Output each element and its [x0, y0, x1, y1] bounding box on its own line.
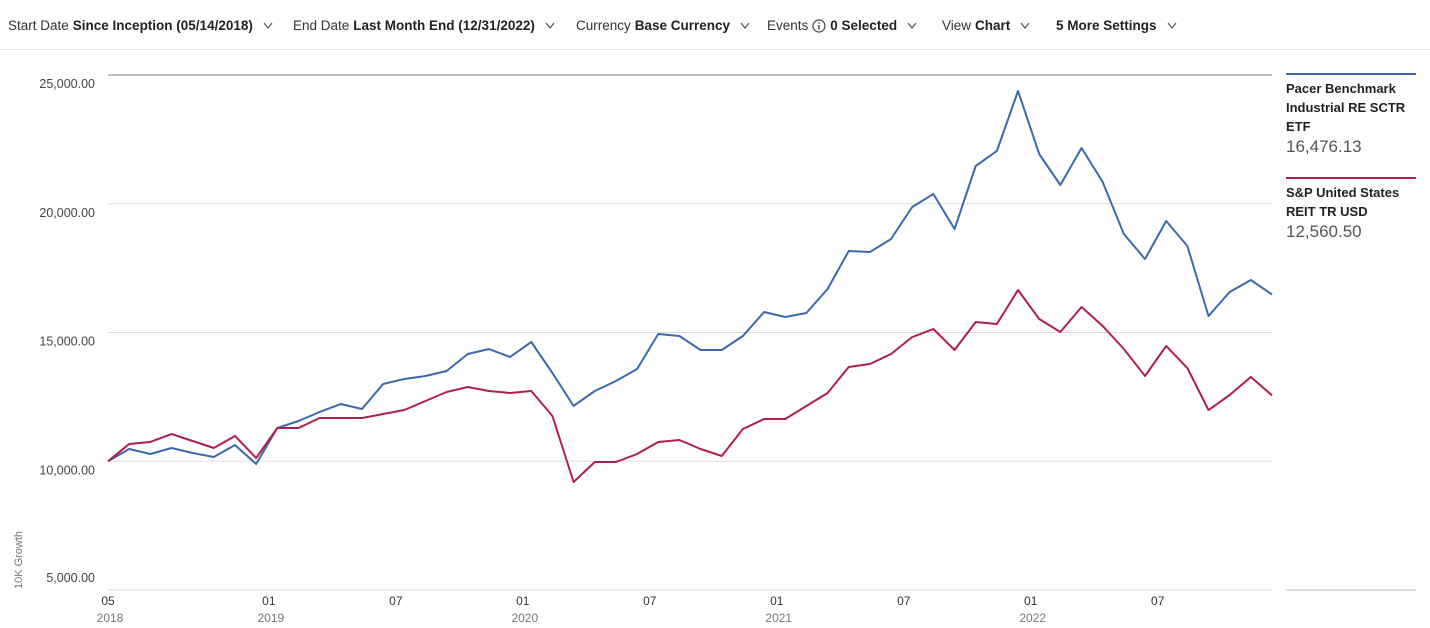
dropdown-value: 5 More Settings — [1056, 18, 1157, 33]
x-tick-label: 07 — [643, 594, 657, 608]
y-tick-label: 5,000.00 — [46, 571, 95, 585]
dropdown-value: Last Month End (12/31/2022) — [353, 18, 535, 33]
x-tick-label: 07 — [897, 594, 911, 608]
toolbar-dropdown[interactable]: Currency Base Currency — [576, 18, 750, 33]
y-tick-label: 20,000.00 — [39, 206, 95, 220]
dropdown-label: View — [942, 18, 972, 33]
dropdown-value: 0 Selected — [830, 18, 898, 33]
dropdown-value: Chart — [975, 18, 1011, 33]
x-tick-year: 2018 — [97, 611, 124, 625]
toolbar: Start Date Since Inception (05/14/2018) En… — [0, 0, 1430, 50]
x-tick-label: 07 — [1151, 594, 1165, 608]
toolbar-dropdown[interactable]: Start Date Since Inception (05/14/2018) — [8, 18, 273, 33]
x-tick-year: 2020 — [511, 611, 538, 625]
y-axis-label: 10K Growth — [13, 531, 25, 589]
x-tick-label: 01 — [1024, 594, 1038, 608]
x-tick-label: 01 — [262, 594, 276, 608]
legend-entry: S&P United States REIT TR USD 12,560.50 — [1286, 177, 1416, 243]
x-tick-year: 2021 — [765, 611, 792, 625]
dropdown-label: Start Date — [8, 18, 69, 33]
y-tick-label: 15,000.00 — [39, 335, 95, 349]
toolbar-dropdown[interactable]: End Date Last Month End (12/31/2022) — [293, 18, 555, 33]
toolbar-dropdown[interactable]: Events 0 Selected — [767, 18, 917, 33]
series-line — [107, 89, 1273, 466]
legend-name: Pacer Benchmark Industrial RE SCTR ETF — [1286, 81, 1406, 134]
legend-name: S&P United States REIT TR USD — [1286, 185, 1400, 219]
toolbar-dropdown[interactable]: 5 More Settings — [1056, 18, 1177, 33]
y-tick-label: 10,000.00 — [39, 463, 95, 477]
chevron-icon — [740, 22, 750, 29]
x-tick-label: 01 — [770, 594, 784, 608]
dropdown-label: Currency — [576, 18, 631, 33]
chevron-icon — [263, 22, 273, 29]
dropdown-value: Base Currency — [634, 18, 731, 33]
chevron-icon — [1167, 22, 1176, 29]
info-icon — [812, 18, 826, 33]
x-tick-label: 05 — [101, 594, 115, 608]
y-tick-label: 25,000.00 — [39, 77, 95, 91]
legend-value: 12,560.50 — [1286, 222, 1362, 241]
legend-entry: Pacer Benchmark Industrial RE SCTR ETF 16… — [1286, 73, 1416, 158]
toolbar-dropdown[interactable]: View Chart — [942, 18, 1030, 33]
chevron-icon — [907, 22, 917, 29]
series-line — [107, 289, 1273, 483]
dropdown-value: Since Inception (05/14/2018) — [72, 18, 253, 33]
x-tick-label: 07 — [389, 594, 403, 608]
dropdown-label: Events — [767, 18, 809, 33]
legend-value: 16,476.13 — [1286, 137, 1362, 156]
x-tick-label: 01 — [516, 594, 530, 608]
x-tick-year: 2022 — [1019, 611, 1046, 625]
dropdown-label: End Date — [293, 18, 350, 33]
chevron-icon — [1020, 22, 1030, 29]
chevron-icon — [545, 22, 555, 29]
x-tick-year: 2019 — [257, 611, 284, 625]
